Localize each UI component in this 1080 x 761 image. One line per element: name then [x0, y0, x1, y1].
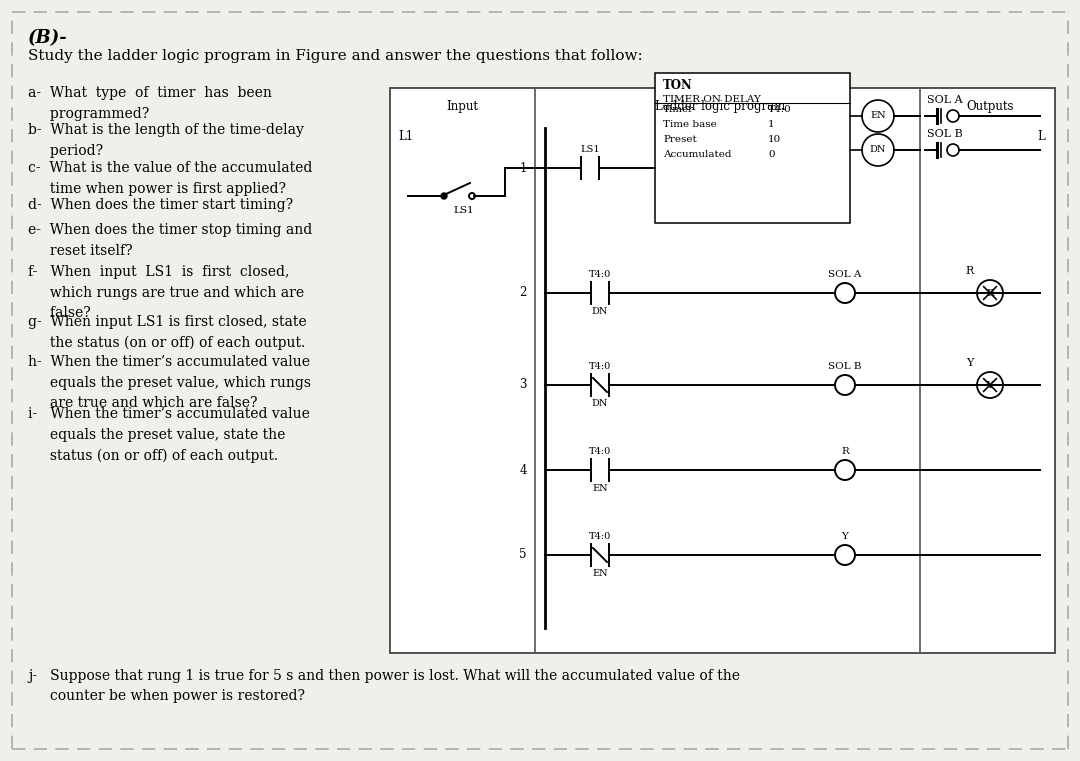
Text: d-  When does the timer start timing?: d- When does the timer start timing?: [28, 198, 293, 212]
Text: SOL B: SOL B: [828, 362, 862, 371]
Text: DN: DN: [592, 307, 608, 316]
Text: R: R: [986, 288, 994, 298]
Text: j-   Suppose that rung 1 is true for 5 s and then power is lost. What will the a: j- Suppose that rung 1 is true for 5 s a…: [28, 669, 740, 683]
Text: EN: EN: [592, 569, 608, 578]
Text: TON: TON: [663, 79, 692, 92]
Text: DN: DN: [592, 399, 608, 408]
Text: 4: 4: [519, 463, 527, 476]
Text: LS1: LS1: [454, 206, 474, 215]
Text: LS1: LS1: [580, 145, 599, 154]
Text: SOL B: SOL B: [927, 129, 962, 139]
Text: Y: Y: [967, 358, 974, 368]
Text: 5: 5: [519, 549, 527, 562]
Text: f-   When  input  LS1  is  first  closed,
     which rungs are true and which ar: f- When input LS1 is first closed, which…: [28, 265, 305, 320]
Text: 10: 10: [768, 135, 781, 144]
Text: Preset: Preset: [663, 135, 697, 144]
Text: Accumulated: Accumulated: [663, 150, 731, 159]
Text: Y: Y: [986, 380, 994, 390]
Text: SOL A: SOL A: [927, 95, 962, 105]
Text: T4:0: T4:0: [589, 447, 611, 456]
Text: DN: DN: [869, 145, 887, 154]
Text: Timer: Timer: [663, 105, 694, 114]
Text: 2: 2: [519, 286, 527, 300]
Text: i-   When the timer’s accumulated value
     equals the preset value, state the
: i- When the timer’s accumulated value eq…: [28, 407, 310, 463]
Text: Ladder logic program: Ladder logic program: [654, 100, 785, 113]
Text: Y: Y: [841, 532, 849, 541]
Text: Study the ladder logic program in Figure and answer the questions that follow:: Study the ladder logic program in Figure…: [28, 49, 643, 63]
Text: (B)-: (B)-: [28, 29, 68, 47]
Text: R: R: [966, 266, 974, 276]
Text: g-  When input LS1 is first closed, state
     the status (on or off) of each ou: g- When input LS1 is first closed, state…: [28, 315, 307, 350]
Text: c-  What is the value of the accumulated
     time when power is first applied?: c- What is the value of the accumulated …: [28, 161, 312, 196]
Bar: [390, 88, 1055, 653]
Text: 3: 3: [519, 378, 527, 391]
Circle shape: [441, 193, 447, 199]
Text: T4:0: T4:0: [589, 532, 611, 541]
Text: b-  What is the length of the time-delay
     period?: b- What is the length of the time-delay …: [28, 123, 303, 158]
Text: EN: EN: [592, 484, 608, 493]
Text: counter be when power is restored?: counter be when power is restored?: [28, 689, 305, 703]
Text: T4:0: T4:0: [589, 270, 611, 279]
Text: Input: Input: [446, 100, 478, 113]
Text: h-  When the timer’s accumulated value
     equals the preset value, which rungs: h- When the timer’s accumulated value eq…: [28, 355, 311, 410]
Text: 1: 1: [519, 161, 527, 174]
Text: SOL A: SOL A: [828, 270, 862, 279]
Text: e-  When does the timer stop timing and
     reset itself?: e- When does the timer stop timing and r…: [28, 223, 312, 258]
Text: Outputs: Outputs: [967, 100, 1014, 113]
Text: 1: 1: [768, 120, 774, 129]
Text: T4:0: T4:0: [768, 105, 792, 114]
Text: 0: 0: [768, 150, 774, 159]
Bar: [654, 73, 850, 223]
Text: T4:0: T4:0: [589, 362, 611, 371]
Text: TIMER ON DELAY: TIMER ON DELAY: [663, 95, 761, 104]
Text: EN: EN: [870, 112, 886, 120]
Text: a-  What  type  of  timer  has  been
     programmed?: a- What type of timer has been programme…: [28, 86, 272, 120]
Text: R: R: [841, 447, 849, 456]
Text: L1: L1: [399, 130, 414, 143]
Text: L: L: [1037, 130, 1044, 143]
Text: Time base: Time base: [663, 120, 717, 129]
